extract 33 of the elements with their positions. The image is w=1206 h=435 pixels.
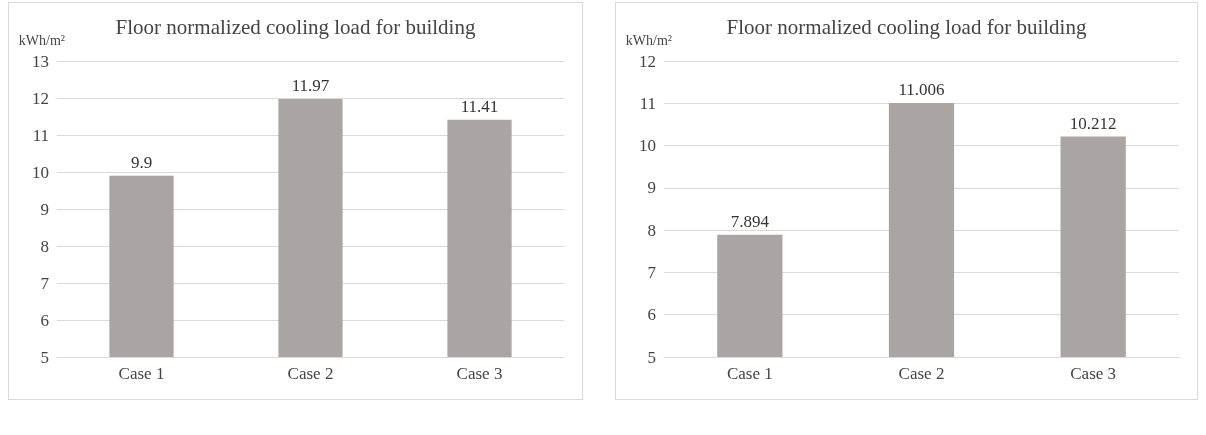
y-tick-label: 10 xyxy=(639,136,656,156)
y-tick-label: 12 xyxy=(639,51,656,71)
chart-title: Floor normalized cooling load for building xyxy=(115,14,476,39)
y-tick-label: 7 xyxy=(40,273,50,293)
y-tick-label: 10 xyxy=(32,162,49,182)
data-label: 11.97 xyxy=(291,76,330,96)
y-tick-label: 6 xyxy=(647,305,656,325)
data-label: 7.894 xyxy=(730,211,770,231)
x-tick-label: Case 1 xyxy=(118,364,165,383)
y-tick-label: 8 xyxy=(647,220,656,240)
y-axis-title: kWh/m² xyxy=(18,32,65,48)
y-tick-label: 6 xyxy=(40,310,49,330)
y-tick-label: 8 xyxy=(40,236,49,256)
y-axis-title: kWh/m² xyxy=(625,32,672,48)
y-tick-label: 9 xyxy=(40,199,49,219)
x-tick-label: Case 2 xyxy=(898,364,945,383)
data-label: 9.9 xyxy=(130,152,153,172)
data-label: 10.212 xyxy=(1069,113,1117,133)
chart-title: Floor normalized cooling load for building xyxy=(726,14,1087,39)
y-tick-label: 12 xyxy=(32,88,49,108)
x-tick-label: Case 3 xyxy=(1070,364,1117,383)
y-tick-label: 7 xyxy=(647,262,657,282)
y-tick-label: 11 xyxy=(639,93,656,113)
y-tick-label: 5 xyxy=(647,347,656,367)
x-tick-label: Case 3 xyxy=(456,364,503,383)
y-tick-label: 11 xyxy=(32,125,49,145)
y-tick-label: 9 xyxy=(647,178,656,198)
x-tick-label: Case 1 xyxy=(726,364,773,383)
y-tick-label: 5 xyxy=(40,347,49,367)
y-tick-label: 13 xyxy=(32,51,49,71)
data-label: 11.006 xyxy=(898,80,945,100)
data-label: 11.41 xyxy=(460,96,499,116)
x-tick-label: Case 2 xyxy=(287,364,334,383)
